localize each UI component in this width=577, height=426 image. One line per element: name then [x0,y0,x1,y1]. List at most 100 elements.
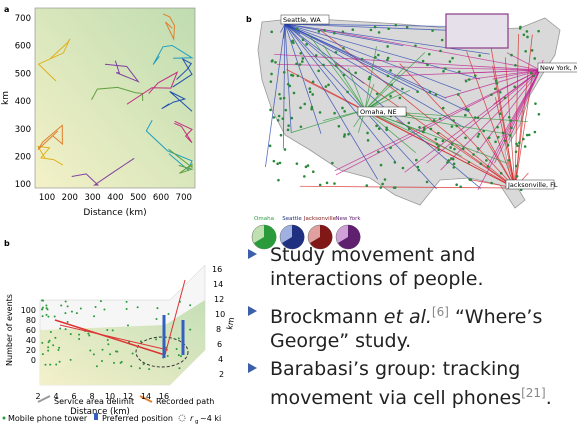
bullet: Study movement and interactions of peopl… [248,243,570,291]
event [60,305,62,307]
location [269,145,272,148]
location [283,71,286,74]
location [515,165,518,168]
location [311,106,314,109]
city-label: New York, NY [540,64,577,72]
location [370,29,373,32]
location [468,78,471,81]
y-tick-label: 300 [15,125,31,135]
location [494,87,497,90]
location [417,169,420,172]
z-tick-label: 6 [217,340,222,349]
event [70,359,72,361]
event [156,307,158,309]
event [78,338,80,340]
location [468,178,471,181]
event [115,350,117,352]
location [287,129,290,132]
pie-label: Seattle [282,216,302,222]
location [514,64,517,67]
slide: a km Distance (km) b Number of events Di… [0,0,577,426]
event [178,337,180,339]
location [393,186,396,189]
location [451,57,454,60]
location [305,43,308,46]
event [54,316,56,318]
location [315,54,318,57]
location [280,134,283,137]
y-tick-label: 200 [15,153,31,163]
location [518,141,521,144]
location [474,74,477,77]
event [47,346,49,348]
location [509,134,512,137]
location [485,159,488,162]
location [464,114,467,117]
location [522,138,525,141]
location [534,102,537,105]
location [429,91,432,94]
location [274,61,277,64]
event [41,342,43,344]
panel-label: a [4,5,9,14]
location [449,146,452,149]
event [42,315,44,317]
location [327,84,330,87]
location [381,183,384,186]
location [312,80,315,83]
bullet-text: Brockmann et al.[6] “Where’s George” stu… [270,300,570,353]
location [444,67,447,70]
y-tick-label: 60 [26,326,36,335]
legend-text: Mobile phone tower [8,414,88,423]
location [394,161,397,164]
event [55,363,57,365]
location [361,58,364,61]
location [378,31,381,34]
location [394,24,397,27]
location [387,75,390,78]
location [456,125,459,128]
location [439,117,442,120]
event [67,305,69,307]
location [312,170,315,173]
location [436,143,439,146]
location [343,74,346,77]
location [487,165,490,168]
event [126,308,128,310]
legend-text: ~4 ki [200,414,221,423]
event [95,306,97,308]
event [189,304,191,306]
location [303,175,306,178]
location [389,95,392,98]
location [457,93,460,96]
text: Brockmann [270,306,384,328]
location [453,148,456,151]
event [106,329,108,331]
location [290,74,293,77]
x-tick-label: 8 [89,392,94,401]
location [526,30,529,33]
city-label: Jacksonville, FL [507,181,558,189]
location [390,84,393,87]
location [277,179,280,182]
location [415,159,418,162]
x-tick-label: 200 [62,193,78,203]
event [127,324,129,326]
panel-label: b [246,15,252,24]
location [278,115,281,118]
location [277,119,280,122]
event [78,334,80,336]
event [178,367,180,369]
location [270,73,273,76]
location [325,85,328,88]
location [459,186,462,189]
location [422,131,425,134]
location [452,119,455,122]
location [317,70,320,73]
z-label: km [225,316,236,330]
event [180,355,182,357]
location [442,140,445,143]
event [87,333,89,335]
location [439,50,442,53]
x-tick-label: 12 [123,392,133,401]
